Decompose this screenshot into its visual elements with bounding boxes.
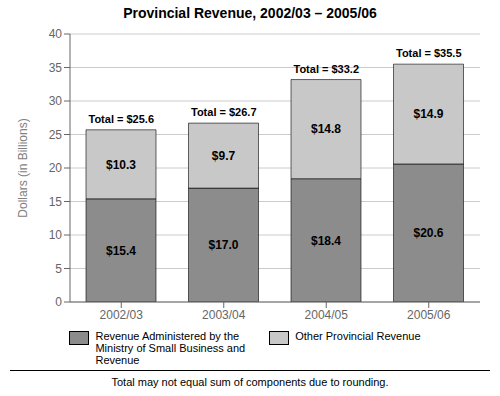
html-text:Total may not equal sum of com: Total may not equal sum of components du… [111, 376, 389, 388]
svg-text:2005/06: 2005/06 [407, 308, 451, 322]
html-text:Ministry of Small Business and: Ministry of Small Business and [95, 342, 246, 354]
svg-text:Total = $35.5: Total = $35.5 [396, 47, 462, 59]
svg-text:$20.6: $20.6 [413, 226, 443, 240]
svg-text:$17.0: $17.0 [208, 238, 238, 252]
svg-text:2003/04: 2003/04 [202, 308, 246, 322]
html-text:Revenue: Revenue [95, 354, 140, 366]
svg-text:2002/03: 2002/03 [100, 308, 144, 322]
html-text:Revenue Administered by the: Revenue Administered by the [95, 330, 240, 342]
svg-text:Dollars (in Billions): Dollars (in Billions) [16, 118, 30, 217]
svg-text:$14.8: $14.8 [311, 122, 341, 136]
svg-text:Total = $25.6: Total = $25.6 [88, 113, 154, 125]
svg-text:40: 40 [49, 27, 63, 41]
svg-text:Total = $26.7: Total = $26.7 [191, 106, 257, 118]
svg-text:20: 20 [49, 161, 63, 175]
svg-text:10: 10 [49, 228, 63, 242]
svg-text:2004/05: 2004/05 [305, 308, 349, 322]
svg-text:$15.4: $15.4 [106, 244, 136, 258]
html-text:Provincial Revenue, 2002/03 –: Provincial Revenue, 2002/03 – 2005/06 [123, 5, 377, 21]
svg-text:$18.4: $18.4 [311, 234, 341, 248]
svg-text:5: 5 [55, 262, 62, 276]
svg-text:0: 0 [55, 295, 62, 309]
html-text:Other Provincial Revenue: Other Provincial Revenue [295, 330, 421, 342]
svg-text:Total = $33.2: Total = $33.2 [293, 63, 359, 75]
svg-text:25: 25 [49, 128, 63, 142]
svg-text:$10.3: $10.3 [106, 158, 136, 172]
svg-text:35: 35 [49, 61, 63, 75]
svg-text:15: 15 [49, 195, 63, 209]
svg-text:$14.9: $14.9 [413, 107, 443, 121]
svg-text:$9.7: $9.7 [212, 149, 236, 163]
svg-text:30: 30 [49, 94, 63, 108]
